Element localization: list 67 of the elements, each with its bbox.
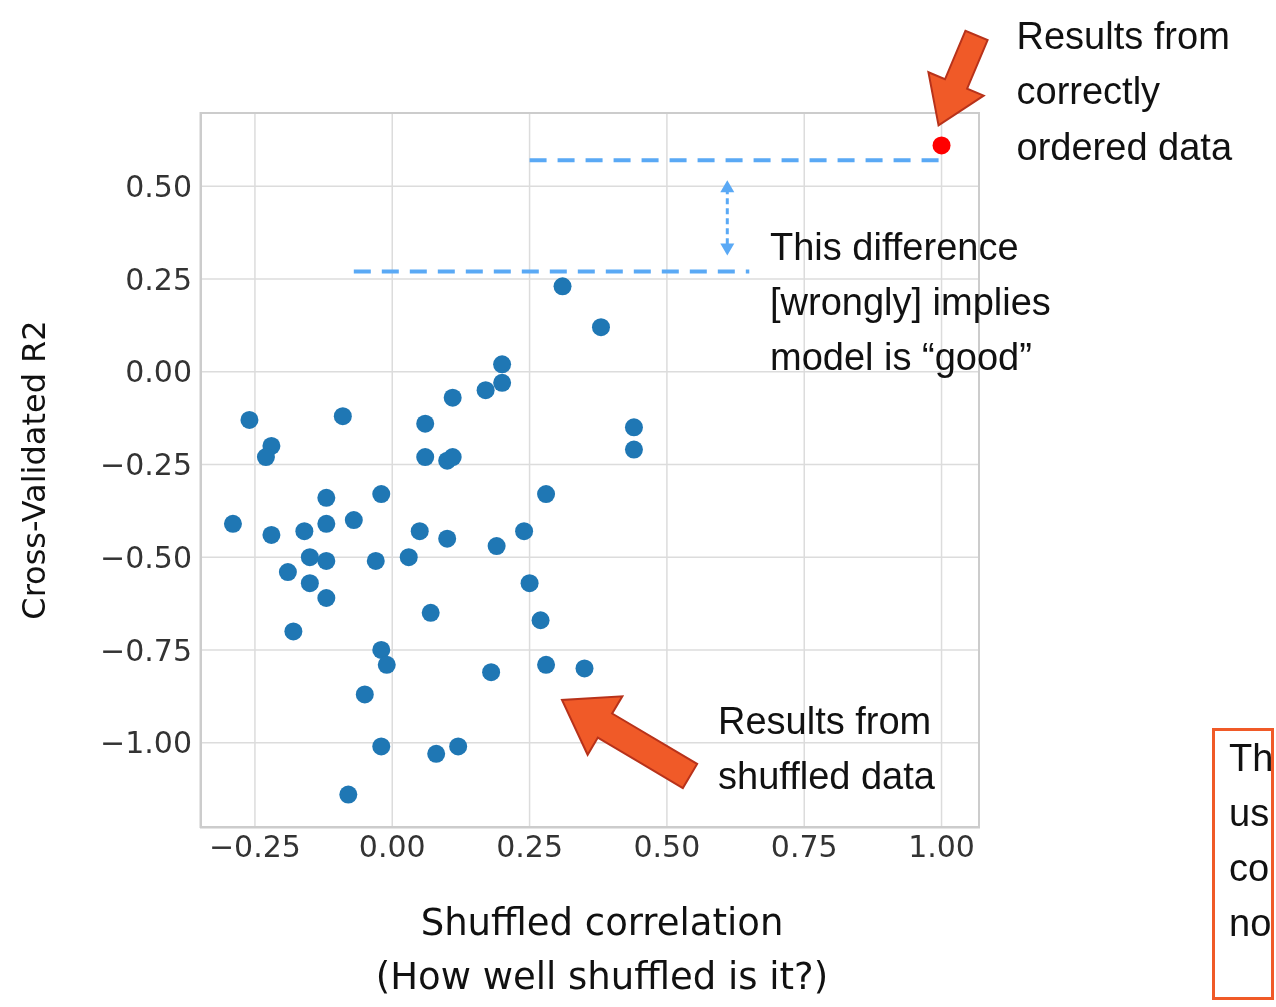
point: [355, 685, 374, 704]
point: [537, 655, 556, 674]
point: [591, 318, 610, 337]
point: [366, 551, 385, 570]
point: [256, 448, 275, 467]
point: [300, 548, 319, 567]
point: [317, 488, 336, 507]
point: [410, 522, 429, 541]
point: [317, 588, 336, 607]
point: [317, 551, 336, 570]
point: [317, 514, 336, 533]
point: [493, 373, 512, 392]
y-axis-title: Cross-Validated R2: [15, 320, 53, 620]
text: Th us co no: [1212, 728, 1274, 1000]
y-tick-label: −1.00: [100, 725, 192, 761]
point: [416, 414, 435, 433]
point: [377, 655, 396, 674]
x-tick-label: 0.25: [496, 829, 563, 865]
point: [449, 737, 468, 756]
point: [624, 418, 643, 437]
point: [372, 737, 391, 756]
point: [300, 574, 319, 593]
x-axis-title: Shuffled correlation (How well shuffled is it?): [374, 900, 830, 1000]
point: [295, 522, 314, 541]
point: [278, 563, 297, 582]
y-tick-label: 0.25: [125, 261, 192, 297]
annotation: Results from shuffled data: [718, 699, 936, 800]
point: [537, 485, 556, 504]
x-tick-label: −0.25: [208, 829, 301, 865]
x-tick-label: 0.50: [633, 829, 701, 865]
point: [339, 785, 358, 804]
point: [372, 640, 391, 659]
point: [515, 522, 534, 541]
point: [416, 448, 435, 467]
y-tick-label: −0.25: [100, 447, 192, 483]
x-tick-label: 0.75: [770, 829, 838, 865]
point: [427, 744, 446, 763]
annotation: This difference [wrongly] implies model is “good”: [770, 225, 1052, 381]
point: [240, 410, 259, 429]
point: [575, 659, 594, 678]
point: [344, 511, 363, 530]
point: [372, 485, 391, 504]
y-tick-label: 0.00: [125, 354, 192, 390]
point: [399, 548, 418, 567]
point: [443, 388, 462, 407]
point: [284, 622, 303, 641]
point: [487, 537, 506, 556]
point: [482, 663, 501, 682]
point: [438, 529, 457, 548]
y-tick-label: −0.50: [100, 539, 192, 575]
point: [553, 277, 572, 296]
point: [443, 448, 462, 467]
point: [421, 603, 440, 622]
point: [520, 574, 539, 593]
point: [333, 407, 352, 426]
point: [493, 355, 512, 374]
point: [531, 611, 550, 630]
point: [932, 136, 951, 155]
y-tick-label: 0.50: [125, 168, 192, 204]
point: [223, 514, 242, 533]
annotation: Results from correctly ordered data: [1016, 14, 1234, 170]
x-tick-label: 1.00: [908, 829, 975, 865]
y-tick-label: −0.75: [100, 632, 192, 668]
x-tick-label: 0.00: [358, 829, 426, 865]
point: [624, 440, 643, 459]
point: [262, 525, 281, 544]
point: [476, 381, 495, 400]
